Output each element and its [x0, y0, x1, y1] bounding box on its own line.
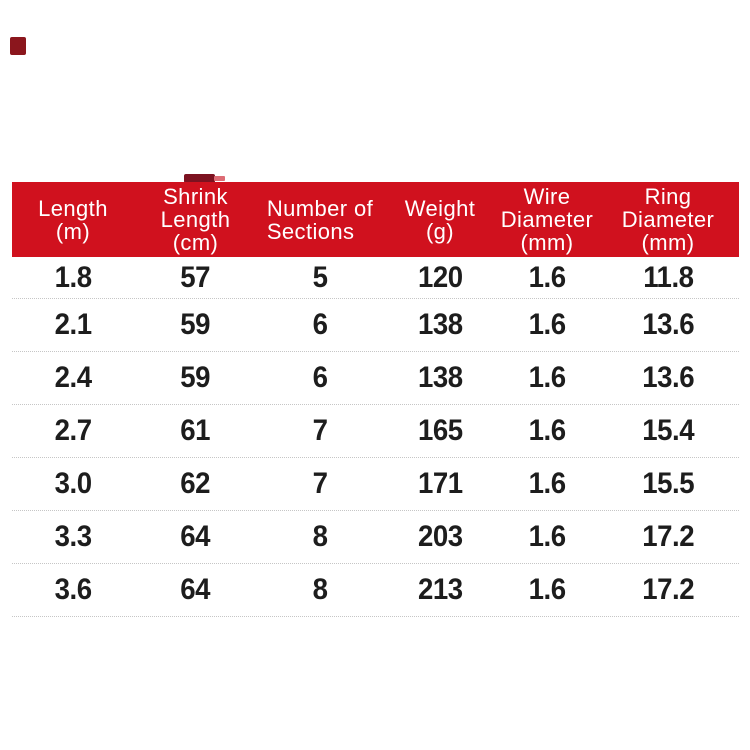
col-header-ring-diameter: Ring Diameter (mm)	[597, 182, 739, 257]
cell-ring-diameter: 15.5	[642, 467, 694, 500]
col-header-unit: (mm)	[641, 230, 695, 255]
cell-wire-diameter: 1.6	[528, 467, 566, 500]
cell-ring-diameter: 15.4	[642, 414, 694, 447]
cell-sections: 8	[312, 573, 328, 606]
cell-shrink-length: 59	[180, 308, 211, 341]
cell-weight: 120	[417, 260, 463, 294]
table-row: 3.3 64 8 203 1.6 17.2	[12, 511, 739, 564]
cell-weight: 213	[417, 573, 463, 606]
cell-wire-diameter: 1.6	[528, 573, 566, 606]
col-header-unit: (cm)	[172, 230, 219, 255]
cell-wire-diameter: 1.6	[528, 260, 566, 294]
cell-wire-diameter: 1.6	[528, 520, 566, 553]
cell-sections: 6	[312, 308, 328, 341]
cell-shrink-length: 59	[180, 361, 211, 394]
cell-weight: 203	[417, 520, 463, 553]
cell-sections: 8	[312, 520, 328, 553]
table-row: 2.7 61 7 165 1.6 15.4	[12, 405, 739, 458]
col-header-label: Diameter	[500, 207, 594, 232]
cell-sections: 5	[312, 260, 328, 294]
cell-ring-diameter: 17.2	[642, 520, 694, 553]
corner-mark	[10, 37, 26, 55]
cell-length: 3.6	[54, 573, 92, 606]
cell-length: 3.3	[54, 520, 92, 553]
cell-weight: 171	[417, 467, 463, 500]
cell-ring-diameter: 13.6	[642, 361, 694, 394]
col-header-number-of-sections: Number of Sections	[257, 182, 383, 257]
cell-length: 2.1	[54, 308, 92, 341]
col-header-length: Length (m)	[12, 182, 134, 257]
image-artifact-light	[214, 176, 225, 181]
col-header-wire-diameter: Wire Diameter (mm)	[497, 182, 597, 257]
table-row: 1.8 57 5 120 1.6 11.8	[12, 257, 739, 299]
col-header-label: Diameter	[621, 207, 715, 232]
col-header-label: Number of	[266, 195, 374, 221]
col-header-unit: (m)	[55, 218, 91, 244]
col-header-label: Length	[160, 207, 231, 232]
table-row: 2.1 59 6 138 1.6 13.6	[12, 299, 739, 352]
cell-length: 1.8	[54, 260, 92, 294]
cell-length: 2.4	[54, 361, 92, 394]
col-header-label: Shrink	[163, 184, 228, 209]
cell-sections: 7	[312, 414, 328, 447]
cell-sections: 6	[312, 361, 328, 394]
col-header-label: Sections	[266, 218, 355, 244]
cell-length: 3.0	[54, 467, 92, 500]
cell-shrink-length: 64	[180, 520, 211, 553]
cell-weight: 138	[417, 308, 463, 341]
cell-shrink-length: 57	[180, 260, 211, 294]
cell-shrink-length: 62	[180, 467, 211, 500]
cell-shrink-length: 61	[180, 414, 211, 447]
cell-ring-diameter: 17.2	[642, 573, 694, 606]
cell-wire-diameter: 1.6	[528, 361, 566, 394]
col-header-label: Wire	[523, 184, 571, 209]
col-header-shrink-length: Shrink Length (cm)	[134, 182, 257, 257]
spec-table: Length (m) Shrink Length (cm) Number of …	[12, 182, 739, 617]
cell-ring-diameter: 11.8	[642, 260, 694, 294]
col-header-unit: (mm)	[520, 230, 574, 255]
cell-sections: 7	[312, 467, 328, 500]
cell-shrink-length: 64	[180, 573, 211, 606]
table-row: 3.6 64 8 213 1.6 17.2	[12, 564, 739, 617]
table-header: Length (m) Shrink Length (cm) Number of …	[12, 182, 739, 257]
col-header-label: Weight	[404, 195, 476, 221]
cell-weight: 165	[417, 414, 463, 447]
cell-weight: 138	[417, 361, 463, 394]
col-header-label: Ring	[644, 184, 692, 209]
col-header-label: Length	[38, 195, 108, 221]
image-artifact-dark	[184, 174, 215, 183]
cell-ring-diameter: 13.6	[642, 308, 694, 341]
table-row: 3.0 62 7 171 1.6 15.5	[12, 458, 739, 511]
col-header-weight: Weight (g)	[383, 182, 497, 257]
table-row: 2.4 59 6 138 1.6 13.6	[12, 352, 739, 405]
cell-wire-diameter: 1.6	[528, 414, 566, 447]
cell-wire-diameter: 1.6	[528, 308, 566, 341]
cell-length: 2.7	[54, 414, 92, 447]
col-header-unit: (g)	[425, 218, 455, 244]
